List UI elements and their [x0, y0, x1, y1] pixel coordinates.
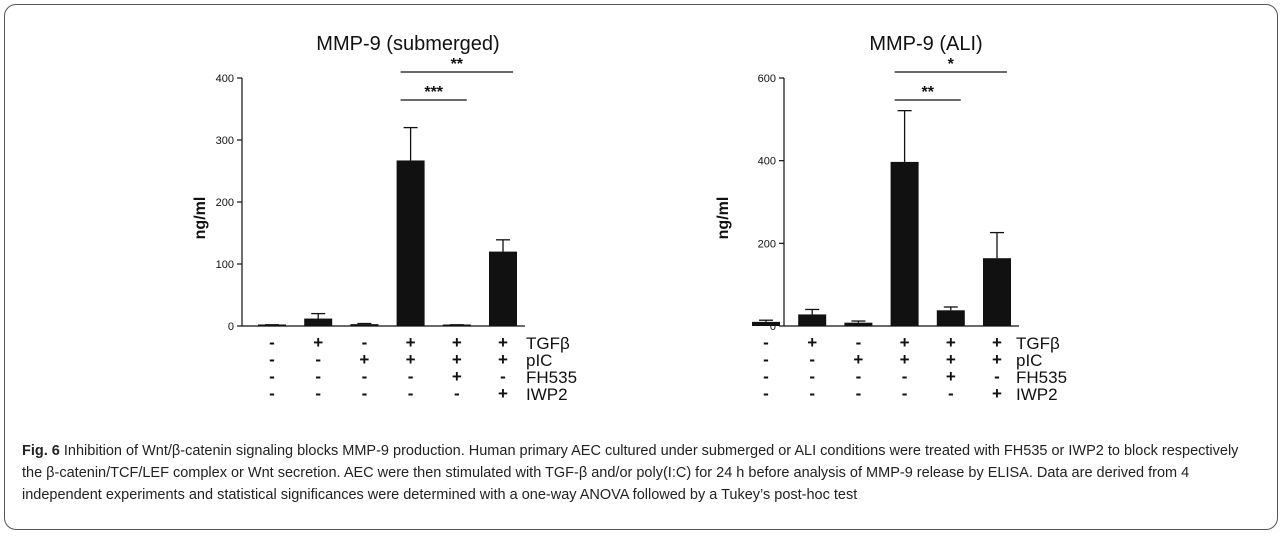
condition-sign: - [809, 367, 815, 386]
condition-sign: + [992, 384, 1002, 403]
condition-sign: - [315, 367, 321, 386]
condition-label: IWP2 [526, 385, 568, 404]
condition-sign: - [454, 384, 460, 403]
condition-sign: + [313, 333, 323, 352]
bar [752, 321, 780, 326]
condition-sign: + [992, 350, 1002, 369]
bar [798, 314, 827, 326]
condition-sign: - [362, 367, 368, 386]
condition-sign: + [406, 333, 416, 352]
y-tick-label: 0 [770, 321, 776, 333]
caption-label: Fig. 6 [22, 443, 60, 459]
condition-sign: - [763, 350, 769, 369]
y-tick-label: 600 [758, 73, 776, 85]
bar [936, 310, 965, 326]
chart-1: MMP-9 (submerged)ng/ml0100200300400*****… [192, 33, 577, 404]
condition-label: FH535 [1016, 368, 1067, 387]
bar [983, 258, 1011, 326]
y-axis-label: ng/ml [192, 197, 209, 240]
condition-sign: - [315, 384, 321, 403]
significance-label: *** [424, 84, 443, 101]
significance-label: ** [451, 56, 464, 73]
condition-sign: - [269, 384, 275, 403]
y-tick-label: 200 [758, 238, 776, 250]
condition-sign: - [408, 384, 414, 403]
condition-sign: + [946, 367, 956, 386]
condition-sign: - [763, 384, 769, 403]
condition-label: pIC [526, 351, 552, 370]
figure-frame [4, 4, 1278, 530]
condition-label: TGFβ [1016, 334, 1060, 353]
condition-label: IWP2 [1016, 385, 1058, 404]
condition-sign: - [362, 384, 368, 403]
bar [350, 324, 379, 326]
bar [890, 161, 919, 326]
condition-sign: + [498, 333, 508, 352]
condition-sign: + [900, 333, 910, 352]
figure-caption: Fig. 6 Inhibition of Wnt/β-catenin signa… [22, 440, 1258, 506]
chart-title: MMP-9 (ALI) [869, 33, 982, 55]
condition-label: FH535 [526, 368, 577, 387]
condition-sign: - [763, 367, 769, 386]
y-tick-label: 400 [758, 156, 776, 168]
condition-sign: - [763, 333, 769, 352]
condition-sign: - [856, 367, 862, 386]
condition-sign: + [498, 350, 508, 369]
condition-sign: + [452, 333, 462, 352]
condition-sign: - [902, 367, 908, 386]
condition-sign: - [269, 350, 275, 369]
condition-sign: - [948, 384, 954, 403]
figure-charts: MMP-9 (submerged)ng/ml0100200300400*****… [192, 33, 1067, 404]
condition-sign: - [856, 384, 862, 403]
significance-label: ** [921, 84, 934, 101]
condition-sign: - [408, 367, 414, 386]
bar [396, 160, 425, 326]
condition-sign: + [406, 350, 416, 369]
bar [304, 318, 333, 326]
condition-sign: - [994, 367, 1000, 386]
bar [489, 251, 517, 326]
condition-sign: + [359, 350, 369, 369]
y-tick-label: 0 [228, 321, 234, 333]
condition-sign: - [362, 333, 368, 352]
condition-sign: - [269, 367, 275, 386]
condition-sign: - [269, 333, 275, 352]
condition-sign: + [452, 367, 462, 386]
significance-label: * [948, 56, 955, 73]
chart-title: MMP-9 (submerged) [316, 33, 499, 55]
condition-sign: - [315, 350, 321, 369]
condition-sign: - [500, 367, 506, 386]
condition-sign: - [809, 350, 815, 369]
condition-sign: - [809, 384, 815, 403]
caption-text: Inhibition of Wnt/β-catenin signaling bl… [22, 443, 1239, 503]
y-tick-label: 200 [216, 197, 234, 209]
bar [844, 322, 873, 326]
y-tick-label: 100 [216, 259, 234, 271]
condition-sign: + [853, 350, 863, 369]
condition-label: pIC [1016, 351, 1042, 370]
condition-label: TGFβ [526, 334, 570, 353]
condition-sign: + [452, 350, 462, 369]
condition-sign: - [902, 384, 908, 403]
condition-sign: + [498, 384, 508, 403]
y-axis-label: ng/ml [715, 197, 732, 240]
condition-sign: + [900, 350, 910, 369]
condition-sign: + [946, 350, 956, 369]
condition-sign: + [807, 333, 817, 352]
y-tick-label: 300 [216, 135, 234, 147]
condition-sign: + [992, 333, 1002, 352]
y-tick-label: 400 [216, 73, 234, 85]
condition-sign: + [946, 333, 956, 352]
condition-sign: - [856, 333, 862, 352]
